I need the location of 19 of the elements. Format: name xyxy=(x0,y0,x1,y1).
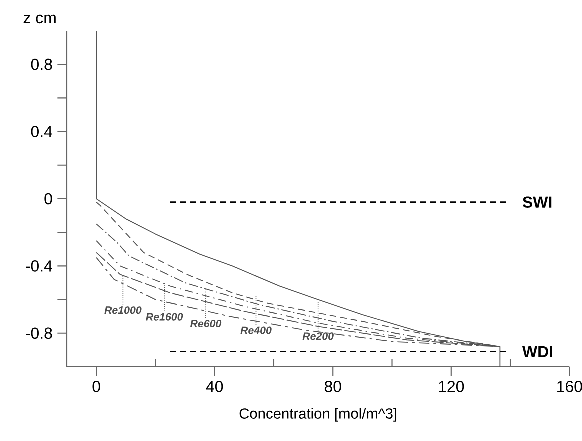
y-axis-title: z cm xyxy=(24,14,56,24)
annotation: Re600 xyxy=(190,320,222,328)
ref-line-label: SWI xyxy=(522,196,552,208)
annotation: Re200 xyxy=(302,332,334,340)
y-tick-label: -0.8 xyxy=(26,328,52,340)
y-tick-label: 0.8 xyxy=(31,58,52,70)
x-tick-label: 80 xyxy=(324,381,342,392)
x-tick-label: 0 xyxy=(92,381,100,392)
x-tick-label: 160 xyxy=(558,381,582,392)
annotation: Re1000 xyxy=(104,306,142,314)
x-tick-label: 40 xyxy=(206,381,224,392)
ref-line-label: WDI xyxy=(522,346,552,358)
x-axis-title: Concentration [mol/m^3] xyxy=(240,408,397,422)
annotation: Re1600 xyxy=(146,313,184,321)
y-tick-label: 0.4 xyxy=(31,126,52,138)
x-tick-label: 120 xyxy=(439,381,464,392)
y-tick-label: -0.4 xyxy=(26,260,52,272)
annotation: Re400 xyxy=(240,326,272,334)
y-tick-label: 0 xyxy=(44,193,52,205)
